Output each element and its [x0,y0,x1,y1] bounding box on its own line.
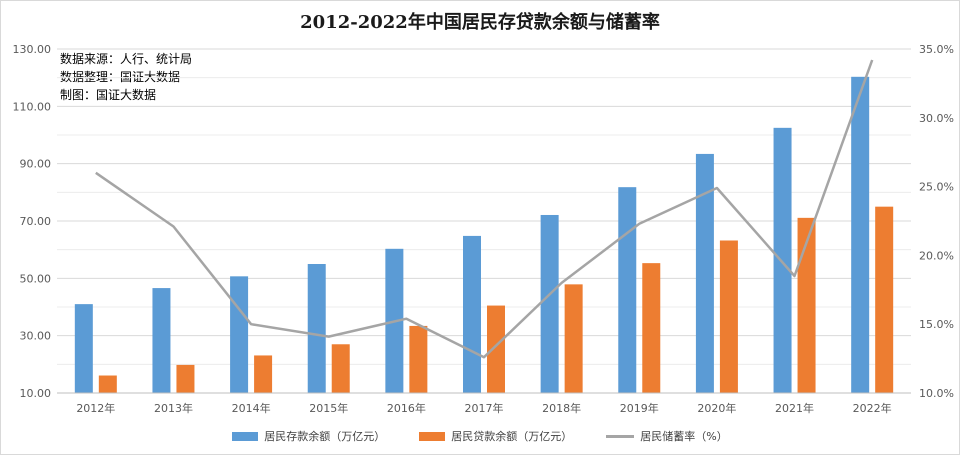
x-tick-label: 2012年 [76,401,115,415]
legend-label-loans: 居民贷款余额（万亿元） [451,430,573,443]
y-left-tick-label: 30.00 [20,330,52,343]
bar-deposits [851,76,870,393]
bar-loans [875,206,894,393]
legend-swatch-deposits [232,431,259,441]
bar-loans [719,240,738,393]
x-tick-label: 2017年 [465,401,504,415]
bar-loans [254,355,273,393]
bar-loans [642,263,661,393]
bar-deposits [618,187,637,393]
bar-loans [564,284,583,393]
bar-loans [176,364,195,393]
x-tick-label: 2020年 [697,401,736,415]
bar-loans [331,344,350,393]
bar-loans [98,375,117,393]
legend-item-deposits: 居民存款余额（万亿元） [232,428,385,444]
x-tick-label: 2013年 [154,401,193,415]
note-source: 数据来源：人行、统计局 [60,52,193,66]
y-left-tick-label: 130.00 [13,43,52,56]
bar-deposits [152,288,171,393]
bar-deposits [540,214,559,393]
legend-item-savings-rate: 居民储蓄率（%） [606,428,728,444]
x-tick-label: 2022年 [853,401,892,415]
bar-loans [409,325,428,393]
legend-swatch-loans [419,431,446,441]
bar-deposits [307,264,326,393]
legend-swatch-savings-rate [606,434,635,438]
bar-deposits [773,127,792,393]
legend-label-savings-rate: 居民储蓄率（%） [640,430,728,443]
y-right-tick-label: 20.0% [919,249,954,262]
chart-legend: 居民存款余额（万亿元） 居民贷款余额（万亿元） 居民储蓄率（%） [0,428,960,444]
y-right-tick-label: 30.0% [919,112,954,125]
x-tick-label: 2015年 [309,401,348,415]
x-tick-label: 2018年 [542,401,581,415]
x-tick-label: 2021年 [775,401,814,415]
bar-deposits [695,153,714,393]
y-left-tick-label: 90.00 [20,158,52,171]
y-right-tick-label: 25.0% [919,181,954,194]
legend-item-loans: 居民贷款余额（万亿元） [419,428,572,444]
note-organizer: 数据整理：国证大数据 [60,70,181,84]
y-left-tick-label: 70.00 [20,215,52,228]
chart-notes: 数据来源：人行、统计局 数据整理：国证大数据 制图：国证大数据 [60,50,192,104]
x-tick-label: 2014年 [232,401,271,415]
y-left-tick-label: 10.00 [20,387,52,400]
bar-loans [797,217,816,393]
y-left-tick-label: 50.00 [20,272,52,285]
x-tick-label: 2016年 [387,401,426,415]
bar-loans [487,305,505,393]
chart-title: 2012-2022年中国居民存贷款余额与储蓄率 [300,12,660,33]
note-author: 制图：国证大数据 [60,88,157,102]
bar-deposits [463,235,481,393]
legend-label-deposits: 居民存款余额（万亿元） [264,430,386,443]
y-right-tick-label: 35.0% [919,43,954,56]
bar-deposits [74,304,93,393]
y-right-tick-label: 15.0% [919,318,954,331]
y-left-tick-label: 110.00 [13,100,52,113]
line-savings-rate [95,59,874,359]
y-right-tick-label: 10.0% [919,387,954,400]
bar-deposits [230,276,249,393]
x-tick-label: 2019年 [620,401,659,415]
